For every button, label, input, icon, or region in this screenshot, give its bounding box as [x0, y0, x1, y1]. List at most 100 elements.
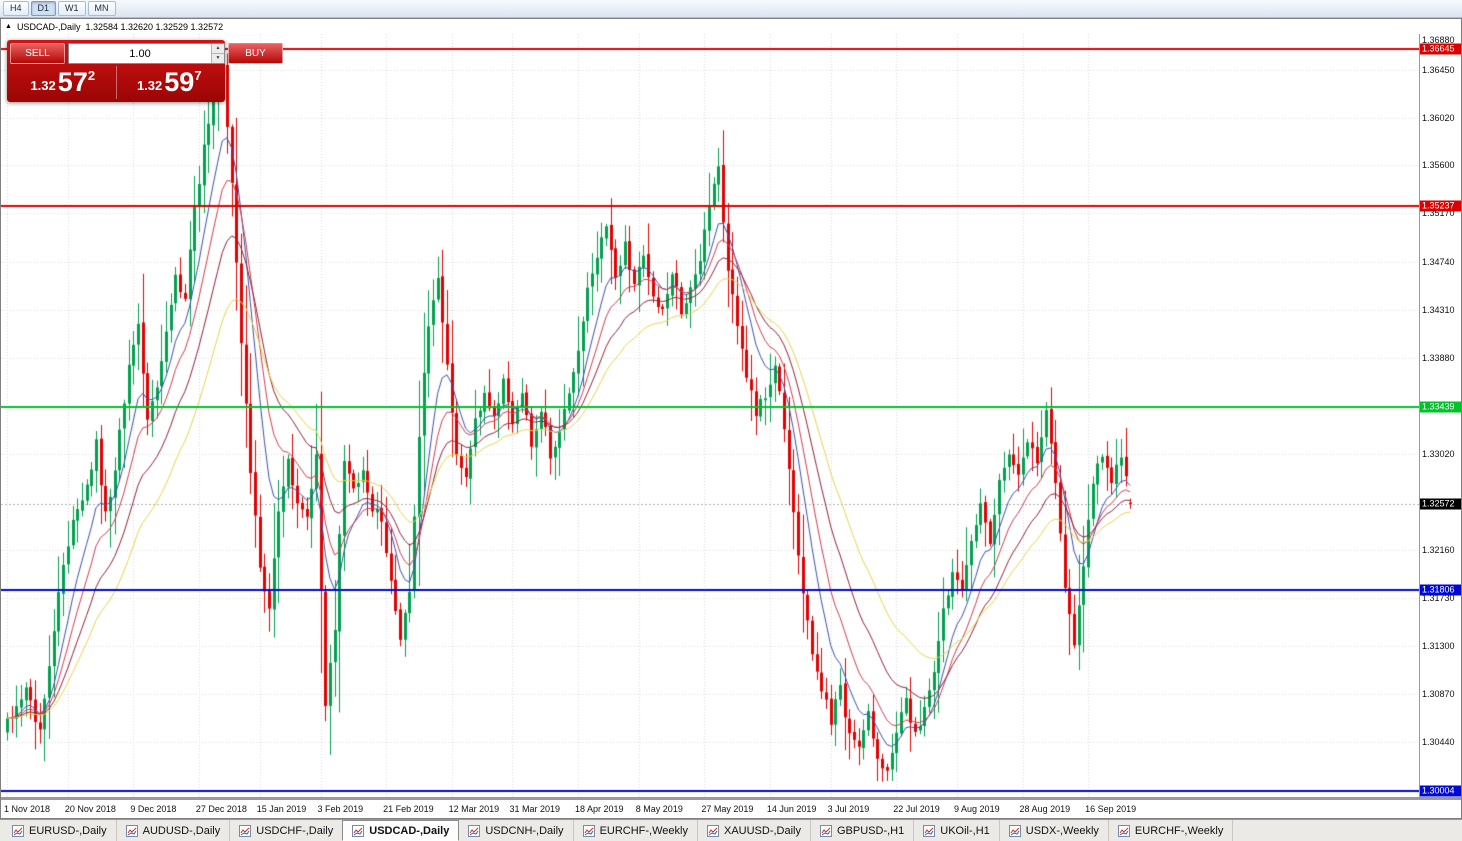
- chart-tab-label: USDCAD-,Daily: [369, 824, 450, 837]
- chart-tab-usdcad-daily[interactable]: USDCAD-,Daily: [342, 820, 460, 841]
- chart-tab-icon: [1008, 824, 1021, 837]
- sell-price-prefix: 1.32: [30, 78, 56, 93]
- chart-tab-label: EURCHF-,Weekly: [1134, 824, 1224, 837]
- date-axis-label: 3 Feb 2019: [317, 804, 364, 814]
- current-price-tag: 1.32572: [1420, 498, 1461, 510]
- date-axis-label: 14 Jun 2019: [766, 804, 817, 814]
- chart-tab-icon: [706, 824, 719, 837]
- price-chart-plot[interactable]: SELL ▲ ▼ BUY 1.32 57 2: [1, 34, 1419, 797]
- chart-tab-audusd-daily[interactable]: AUDUSD-,Daily: [117, 820, 231, 841]
- chart-tab-usdcnh-daily[interactable]: USDCNH-,Daily: [459, 820, 574, 841]
- buy-price-prefix: 1.32: [136, 78, 163, 93]
- price-axis[interactable]: 1.36880 1.36450 1.36020 1.35600 1.35170 1.347…: [1419, 34, 1461, 797]
- chart-tab-label: USDCHF-,Daily: [256, 824, 334, 837]
- hline-price-tag: 1.36645: [1420, 43, 1461, 55]
- one-click-trading-panel: SELL ▲ ▼ BUY 1.32 57 2: [7, 40, 283, 102]
- buy-button[interactable]: BUY: [228, 43, 283, 64]
- chart-tab-icon: [820, 824, 832, 837]
- price-chart-canvas[interactable]: [1, 34, 1419, 797]
- macd-panel: MACD(12,26,9) 0.000355 0.000120 0.010311…: [1, 797, 1461, 798]
- date-axis-label: 16 Sep 2019: [1085, 804, 1137, 814]
- price-panel: SELL ▲ ▼ BUY 1.32 57 2: [1, 34, 1461, 797]
- date-axis-label: 18 Apr 2019: [574, 804, 624, 814]
- date-axis-label: 27 Dec 2018: [195, 804, 247, 814]
- date-axis-label: 20 Nov 2018: [64, 804, 116, 814]
- axis-label: 1.36450: [1422, 65, 1455, 76]
- hline-price-tag: 1.35237: [1420, 200, 1461, 212]
- chart-tab-label: XAUUSD-,Daily: [723, 824, 801, 837]
- date-axis[interactable]: 1 Nov 2018 20 Nov 2018 9 Dec 2018 27 Dec 20…: [1, 799, 1461, 818]
- hline-price-tag: 1.30004: [1420, 785, 1461, 797]
- sell-price-sup: 2: [87, 68, 96, 83]
- chart-tab-icon: [352, 824, 365, 837]
- axis-label: 1.34740: [1422, 256, 1455, 267]
- chart-tab-icon: [923, 824, 936, 837]
- buy-price-main: 59: [164, 67, 195, 97]
- axis-label: 1.34310: [1422, 304, 1455, 315]
- date-axis-label: 28 Aug 2019: [1019, 804, 1071, 814]
- chart-tab-gbpusd-h1[interactable]: GBPUSD-,H1: [811, 820, 915, 841]
- timeframe-button-d1[interactable]: D1: [30, 1, 57, 16]
- chart-tab-ukoil-h1[interactable]: UKOil-,H1: [914, 820, 1000, 841]
- date-axis-label: 21 Feb 2019: [383, 804, 434, 814]
- timeframe-toolbar: H4 D1 W1 MN: [0, 0, 1462, 18]
- chart-window: ▲ USDCAD-,Daily 1.32584 1.32620 1.32529 …: [0, 18, 1462, 819]
- chart-tab-eurchf-weekly[interactable]: EURCHF-,Weekly: [1109, 820, 1234, 841]
- date-axis-label: 3 Jul 2019: [827, 804, 870, 814]
- chart-tab-usdx-weekly[interactable]: USDX-,Weekly: [1000, 820, 1109, 841]
- axis-label: 1.35600: [1422, 160, 1455, 171]
- chart-tab-label: EURCHF-,Weekly: [599, 824, 688, 837]
- date-axis-label: 27 May 2019: [701, 804, 754, 814]
- chart-tab-label: UKOil-,H1: [940, 824, 990, 837]
- buy-price-sup: 7: [194, 68, 202, 83]
- chart-tab-label: AUDUSD-,Daily: [142, 824, 221, 837]
- date-axis-label: 12 Mar 2019: [448, 804, 500, 814]
- volume-input[interactable]: [69, 44, 211, 63]
- axis-label: 1.36020: [1422, 113, 1455, 124]
- one-click-collapse-icon[interactable]: ▲: [5, 23, 12, 30]
- sell-button[interactable]: SELL: [10, 43, 65, 64]
- chart-tab-icon: [468, 824, 481, 837]
- chart-tab-icon: [239, 824, 252, 837]
- chart-ohlc-values: 1.32584 1.32620 1.32529 1.32572: [85, 21, 224, 32]
- date-axis-label: 31 Mar 2019: [509, 804, 560, 814]
- chart-tab-label: EURUSD-,Daily: [29, 824, 107, 837]
- chart-tab-icon: [12, 824, 24, 837]
- buy-price-area[interactable]: 1.32 59 7: [117, 66, 223, 99]
- axis-label: 1.32160: [1422, 545, 1455, 555]
- sell-price-area[interactable]: 1.32 57 2: [10, 66, 117, 99]
- chart-tab-usdchf-daily[interactable]: USDCHF-,Daily: [230, 820, 344, 841]
- date-axis-label: 22 Jul 2019: [893, 804, 940, 814]
- hline-price-tag: 1.31806: [1420, 584, 1461, 596]
- date-axis-label: 15 Jan 2019: [256, 804, 307, 814]
- chart-tab-eurchf-weekly[interactable]: EURCHF-,Weekly: [574, 820, 698, 841]
- volume-up-icon[interactable]: ▲: [212, 44, 224, 54]
- axis-label: 1.36880: [1422, 35, 1455, 45]
- chart-title: USDCAD-,Daily: [16, 21, 81, 32]
- chart-tab-icon: [1117, 824, 1130, 837]
- date-axis-label: 9 Aug 2019: [954, 804, 1000, 814]
- chart-tab-bar: EURUSD-,Daily AUDUSD-,Daily USDCHF-,Daily U…: [0, 819, 1462, 841]
- axis-label: 1.31730: [1422, 593, 1455, 604]
- hline-price-tag: 1.33439: [1420, 401, 1461, 413]
- axis-label: 1.33880: [1422, 352, 1455, 363]
- timeframe-button-h4[interactable]: H4: [3, 1, 29, 16]
- chart-tab-xauusd-daily[interactable]: XAUUSD-,Daily: [698, 820, 811, 841]
- sell-price-main: 57: [57, 67, 88, 97]
- axis-label: 1.33020: [1422, 448, 1455, 459]
- chart-title-row: ▲ USDCAD-,Daily 1.32584 1.32620 1.32529 …: [1, 19, 1461, 34]
- chart-tab-eurusd-daily[interactable]: EURUSD-,Daily: [3, 820, 117, 841]
- date-axis-label: 1 Nov 2018: [4, 804, 51, 814]
- chart-tab-label: USDCNH-,Daily: [485, 824, 564, 837]
- axis-label: 1.35170: [1422, 208, 1455, 219]
- chart-tab-label: USDX-,Weekly: [1025, 824, 1099, 837]
- axis-label: 1.30870: [1422, 689, 1455, 700]
- volume-down-icon[interactable]: ▼: [212, 54, 224, 63]
- axis-label: 1.30440: [1422, 737, 1455, 748]
- timeframe-button-mn[interactable]: MN: [87, 1, 116, 16]
- date-axis-label: 9 Dec 2018: [130, 804, 177, 814]
- axis-label: 1.31300: [1422, 641, 1455, 652]
- chart-tab-icon: [582, 824, 595, 837]
- chart-tab-label: GBPUSD-,H1: [837, 824, 905, 837]
- timeframe-button-w1[interactable]: W1: [58, 1, 86, 16]
